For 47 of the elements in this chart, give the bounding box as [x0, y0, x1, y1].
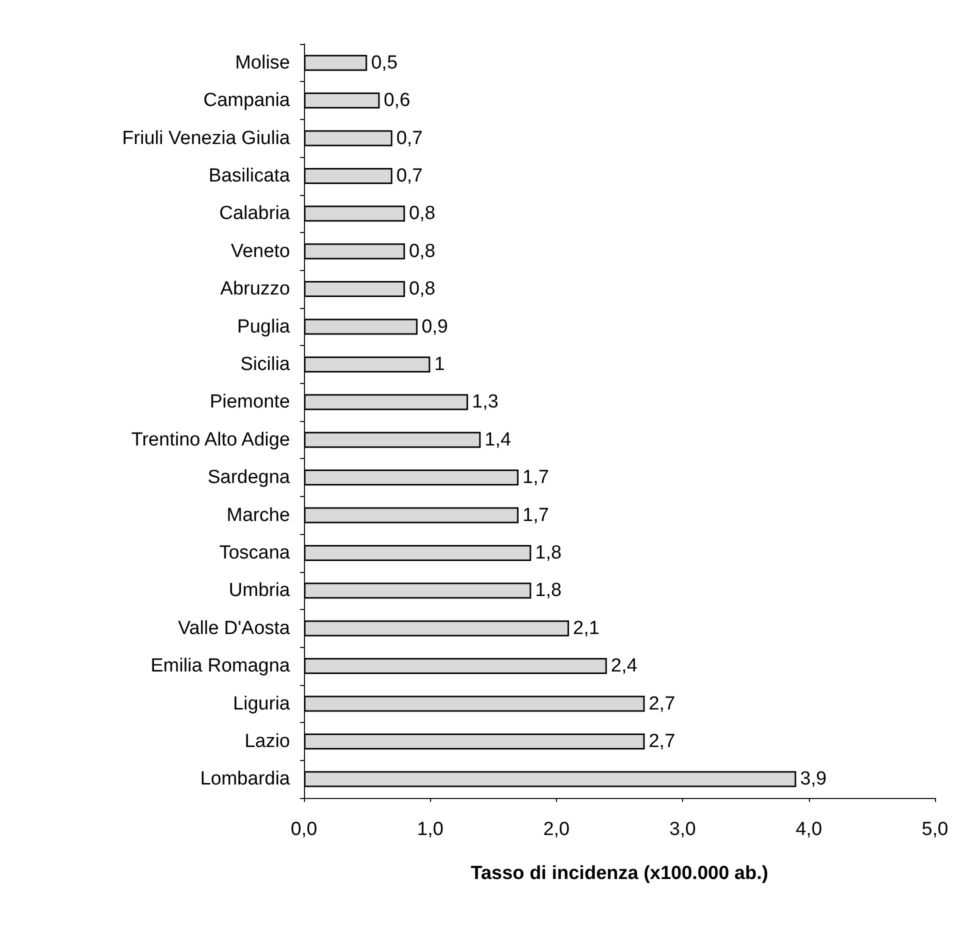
data-label: 1,8 [535, 580, 562, 602]
data-label: 0,7 [396, 165, 423, 186]
data-label: 1 [434, 354, 445, 375]
data-label: 1,4 [484, 429, 512, 450]
y-tick-label: Abruzzo [220, 278, 290, 300]
y-tick-label: Veneto [230, 240, 290, 262]
y-tick-label: Sardegna [208, 467, 290, 488]
y-tick-label: Emilia Romagna [150, 656, 290, 677]
y-tick-label: Basilicata [208, 165, 290, 186]
x-tick-label: 3,0 [669, 819, 696, 840]
y-tick-label: Valle D'Aosta [178, 618, 290, 639]
data-label: 2,7 [648, 730, 676, 752]
data-label: 0,9 [422, 316, 448, 338]
y-tick-label: Marche [226, 504, 290, 526]
y-tick-label: Molise [235, 52, 290, 74]
y-tick-label: Lombardia [200, 768, 290, 790]
data-label: 0,5 [371, 52, 398, 74]
data-label: 0,8 [408, 278, 436, 300]
data-label: 2,7 [648, 693, 676, 714]
x-tick-label: 0,0 [290, 819, 318, 840]
data-label: 3,9 [800, 768, 827, 790]
y-tick-label: Sicilia [240, 354, 290, 375]
y-tick-label: Trentino Alto Adige [131, 429, 290, 450]
x-axis-title: Tasso di incidenza (x100.000 ab.) [470, 863, 768, 884]
x-tick-label: 5,0 [922, 819, 948, 840]
y-tick-label: Friuli Venezia Giulia [122, 128, 290, 149]
y-tick-label: Campania [203, 90, 290, 112]
data-label: 1,3 [472, 392, 498, 413]
y-tick-label: Umbria [228, 580, 290, 602]
y-tick-label: Toscana [219, 542, 290, 564]
data-label: 1,8 [535, 542, 562, 564]
y-tick-label: Lazio [244, 730, 290, 752]
x-tick-label: 1,0 [416, 819, 444, 840]
data-label: 2,1 [573, 618, 600, 639]
y-tick-label: Puglia [237, 316, 290, 338]
data-label: 0,6 [384, 90, 410, 112]
data-label: 1,7 [522, 467, 549, 488]
data-label: 0,8 [408, 240, 436, 262]
y-tick-label: Piemonte [210, 392, 290, 413]
y-tick-label: Liguria [232, 693, 290, 714]
data-label: 1,7 [522, 504, 549, 526]
data-label: 0,7 [396, 128, 423, 149]
x-tick-label: 4,0 [796, 819, 822, 840]
data-label: 2,4 [610, 656, 638, 677]
data-label: 0,8 [408, 203, 436, 224]
x-tick-label: 2,0 [543, 819, 570, 840]
y-tick-label: Calabria [219, 203, 290, 224]
